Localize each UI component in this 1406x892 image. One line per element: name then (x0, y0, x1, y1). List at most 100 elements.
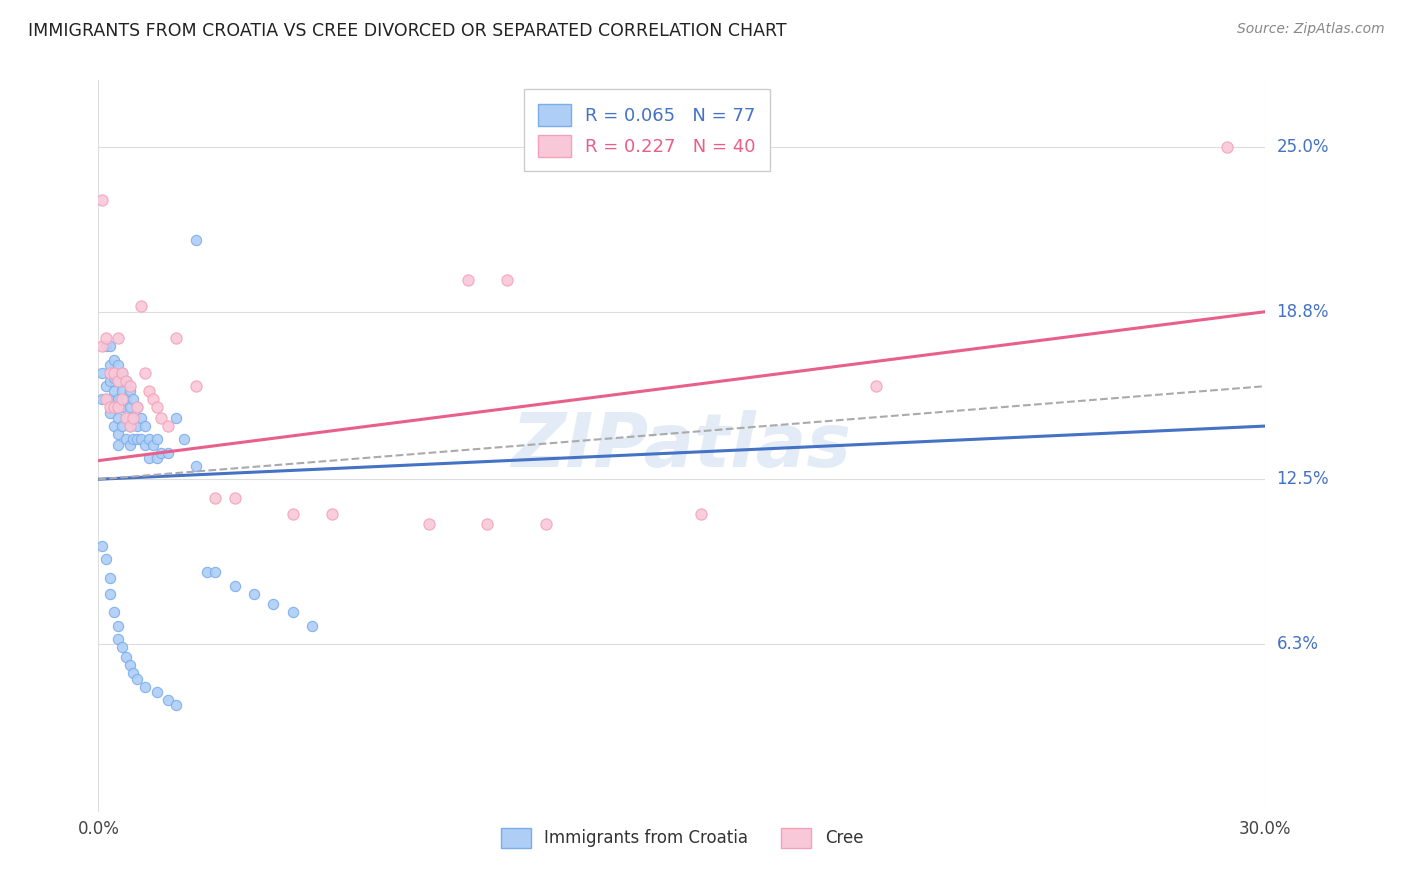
Point (122, 392, 145, 407)
Point (98, 571, 121, 585)
Point (129, 299, 152, 313)
Point (195, 566, 218, 580)
Point (138, 384, 160, 399)
Point (142, 438, 165, 452)
Point (122, 666, 145, 681)
Point (114, 374, 136, 388)
Point (224, 491, 246, 505)
Point (98, 392, 121, 407)
Point (98, 374, 121, 388)
Point (262, 597, 284, 611)
Point (204, 491, 226, 505)
Point (111, 419, 134, 434)
Point (96, 339, 118, 353)
Point (1215, 140, 1237, 154)
Point (107, 618, 129, 632)
Point (127, 672, 149, 686)
Point (103, 419, 125, 434)
Point (138, 433, 160, 447)
Point (157, 693, 180, 707)
Point (98, 366, 121, 380)
Point (98, 401, 121, 415)
Point (281, 605, 304, 619)
Text: 25.0%: 25.0% (1277, 137, 1329, 156)
Point (134, 419, 156, 434)
Point (118, 438, 141, 452)
Point (127, 401, 149, 415)
Point (111, 392, 134, 407)
Point (96, 392, 118, 407)
Point (477, 517, 499, 532)
Point (138, 450, 160, 465)
Point (184, 233, 207, 247)
Point (98, 339, 121, 353)
Point (114, 392, 136, 407)
Point (690, 507, 713, 521)
Point (534, 517, 557, 532)
Point (103, 401, 125, 415)
Point (118, 384, 141, 399)
Point (107, 331, 129, 345)
Point (114, 411, 136, 425)
Point (103, 401, 125, 415)
Point (111, 384, 134, 399)
Point (224, 579, 246, 593)
Point (146, 401, 169, 415)
Point (111, 640, 134, 654)
Point (91, 539, 114, 553)
Point (142, 392, 165, 407)
Text: ZIPatlas: ZIPatlas (512, 409, 852, 483)
Point (157, 419, 180, 434)
Point (134, 438, 156, 452)
Point (281, 507, 304, 521)
Point (321, 507, 343, 521)
Point (184, 379, 207, 393)
Point (103, 352, 125, 367)
Point (114, 650, 136, 665)
Point (118, 658, 141, 673)
Text: 12.5%: 12.5% (1277, 470, 1329, 488)
Point (107, 374, 129, 388)
Point (134, 366, 156, 380)
Point (134, 680, 156, 694)
Point (118, 401, 141, 415)
Point (129, 411, 152, 425)
Point (165, 411, 187, 425)
Text: Source: ZipAtlas.com: Source: ZipAtlas.com (1237, 22, 1385, 37)
Point (107, 411, 129, 425)
Point (96, 379, 118, 393)
Point (301, 618, 323, 632)
Point (173, 433, 195, 447)
Point (98, 406, 121, 420)
Point (165, 331, 187, 345)
Point (103, 384, 125, 399)
Point (107, 358, 129, 372)
Point (103, 371, 125, 385)
Point (96, 392, 118, 407)
Text: IMMIGRANTS FROM CROATIA VS CREE DIVORCED OR SEPARATED CORRELATION CHART: IMMIGRANTS FROM CROATIA VS CREE DIVORCED… (28, 22, 787, 40)
Point (149, 445, 172, 459)
Text: 18.8%: 18.8% (1277, 302, 1329, 321)
Point (127, 401, 149, 415)
Point (103, 605, 125, 619)
Point (107, 427, 129, 442)
Point (127, 419, 149, 434)
Point (146, 685, 169, 699)
Point (107, 374, 129, 388)
Point (114, 411, 136, 425)
Point (96, 331, 118, 345)
Point (118, 419, 141, 434)
Point (91, 366, 114, 380)
Point (111, 366, 134, 380)
Point (91, 392, 114, 407)
Point (122, 433, 145, 447)
Point (146, 433, 169, 447)
Point (157, 445, 180, 459)
Point (165, 698, 187, 713)
Point (98, 586, 121, 600)
Point (107, 392, 129, 407)
Point (103, 366, 125, 380)
Point (122, 411, 145, 425)
Point (204, 566, 226, 580)
Point (111, 401, 134, 415)
